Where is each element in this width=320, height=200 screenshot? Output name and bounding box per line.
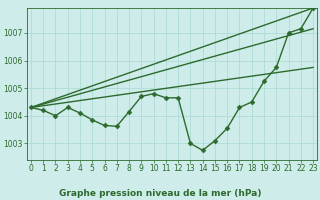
Text: Graphe pression niveau de la mer (hPa): Graphe pression niveau de la mer (hPa) xyxy=(59,189,261,198)
